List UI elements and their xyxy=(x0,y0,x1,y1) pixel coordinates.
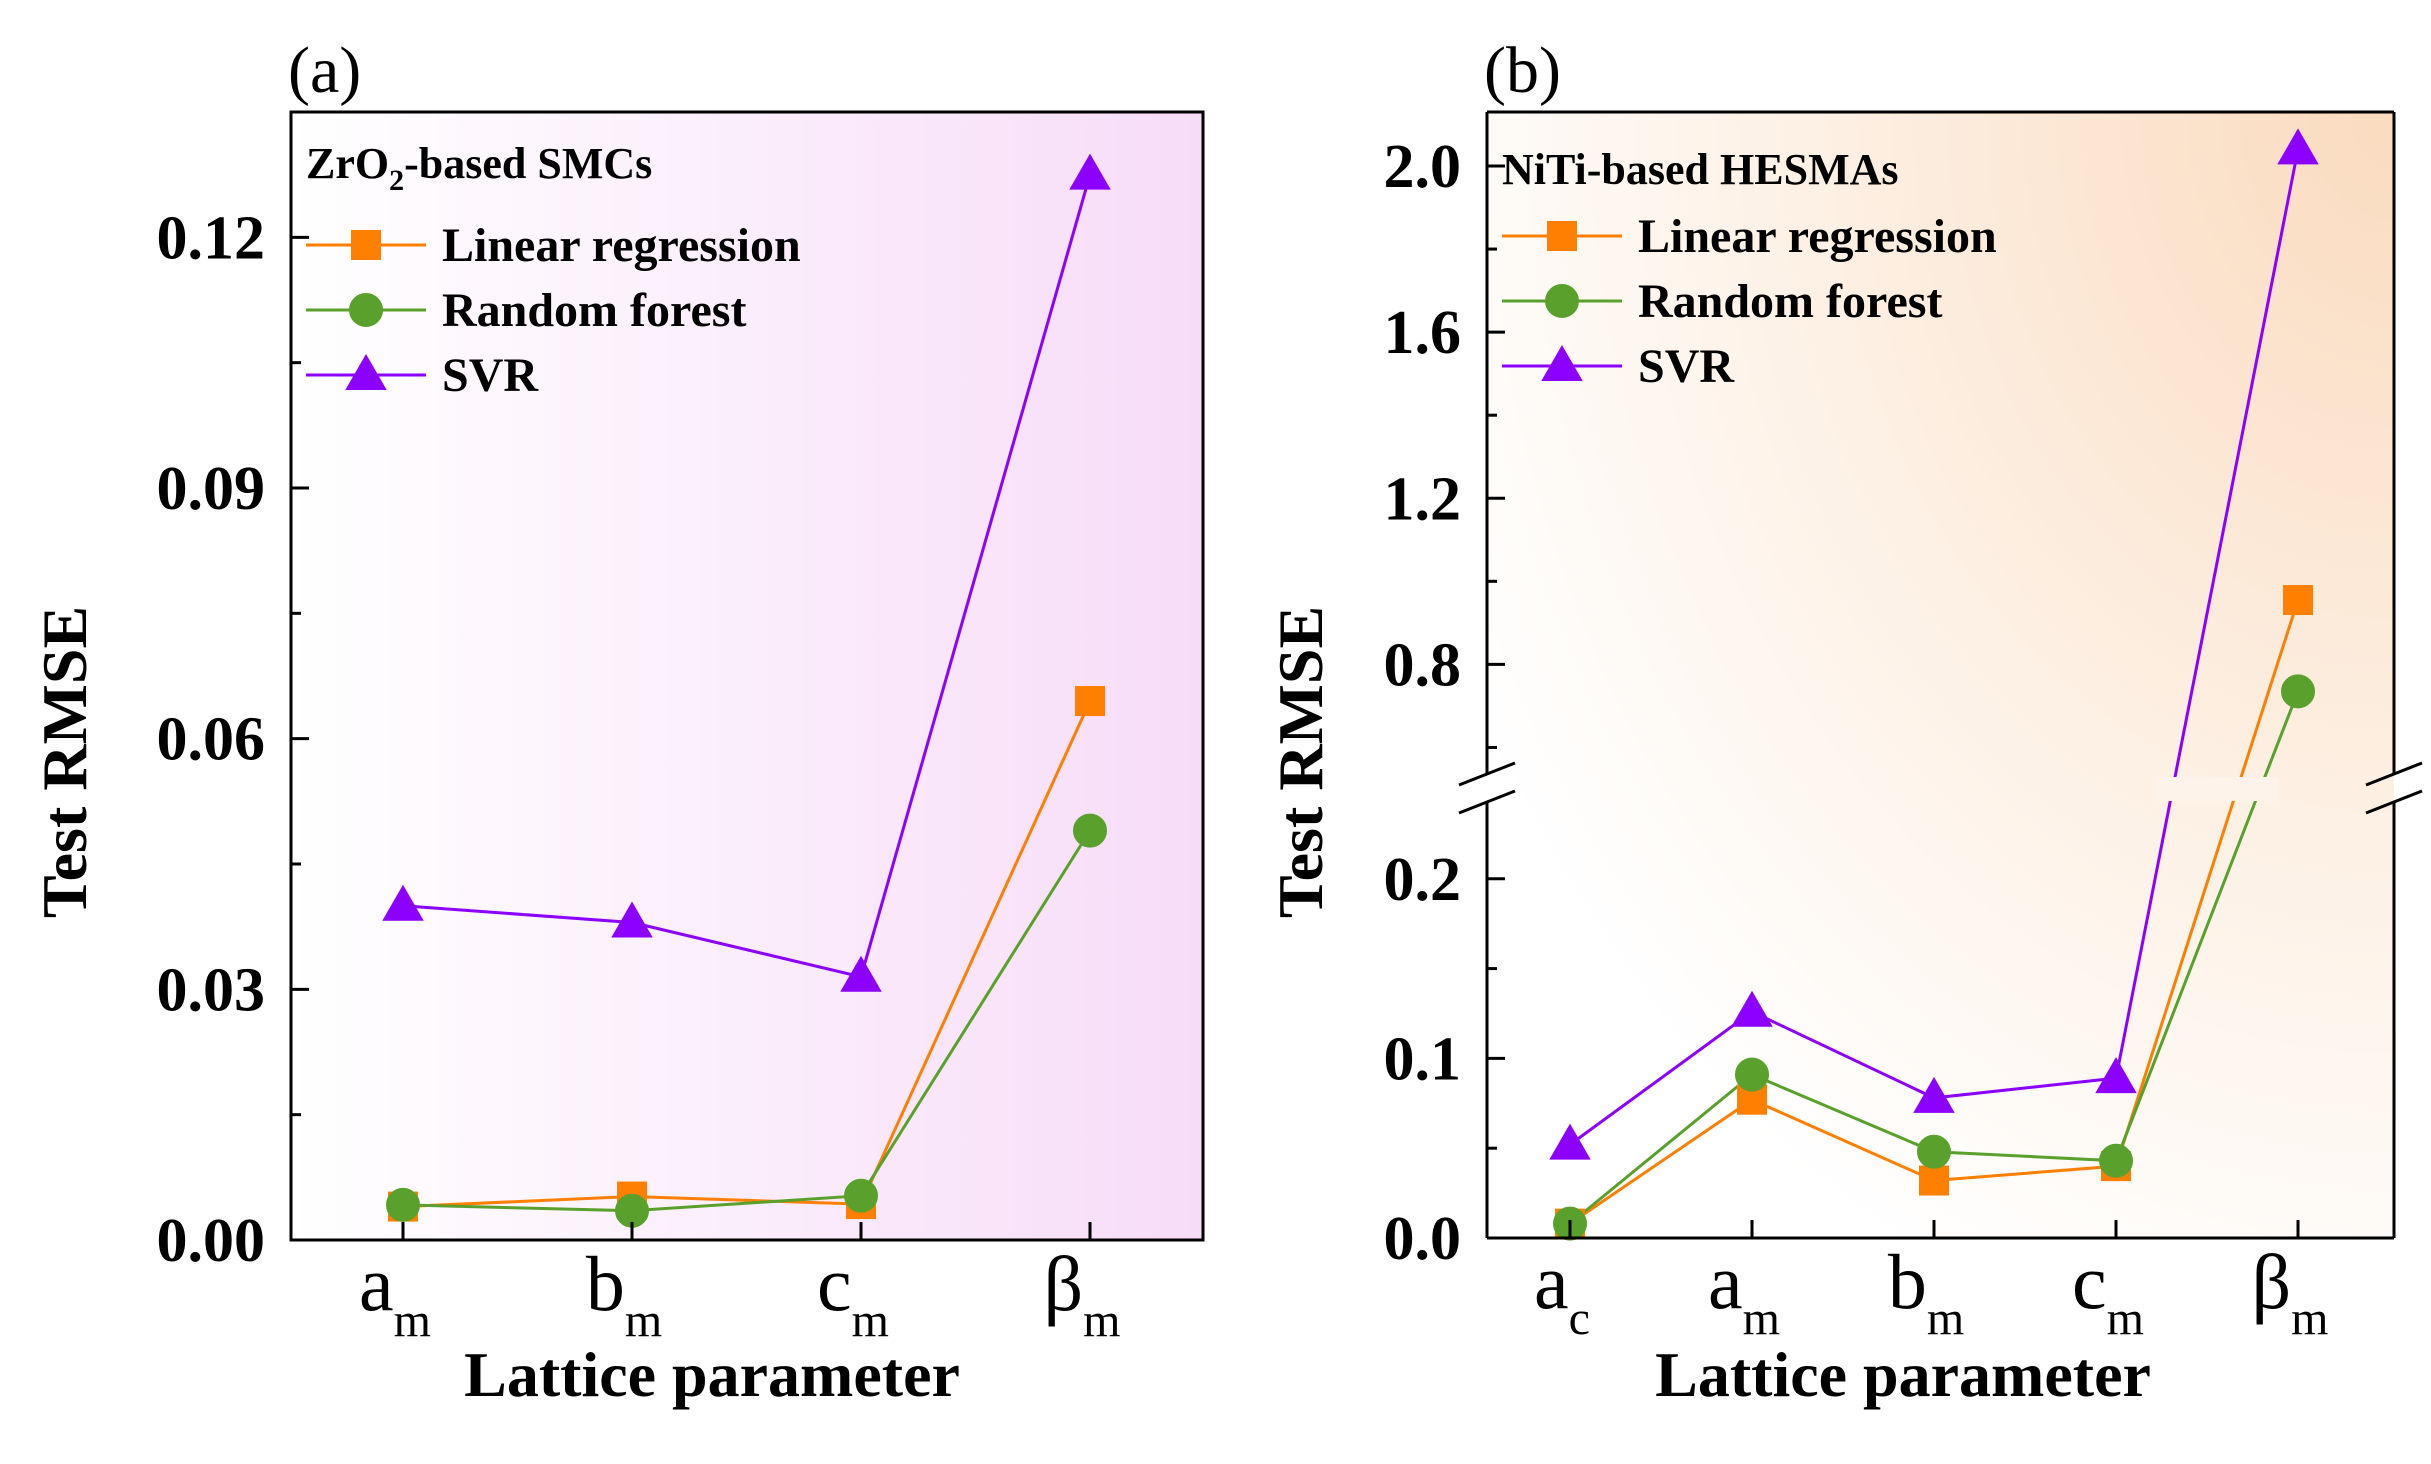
legend-label-a-2: SVR xyxy=(442,349,539,402)
y-tick-label-a-2: 0.06 xyxy=(157,706,266,774)
y-tick-label-a-3: 0.09 xyxy=(157,455,266,523)
x-tick-label-a-1: bm xyxy=(586,1240,662,1347)
data-point-a-1-1 xyxy=(615,1193,649,1228)
legend-title-b: NiTi-based HESMAs xyxy=(1502,145,1899,194)
y-tick-label-b-lower-2: 0.2 xyxy=(1384,846,1462,914)
legend-label-b-1: Random forest xyxy=(1638,275,1942,328)
legend-a: ZrO2-based SMCs Linear regression Random … xyxy=(306,139,801,402)
data-point-b-2-0 xyxy=(1549,1123,1591,1160)
x-tick-label-b-1: am xyxy=(1708,1238,1780,1345)
y-axis-title-b: Test RMSE xyxy=(1265,606,1336,918)
y-tick-label-b-upper-3: 2.0 xyxy=(1384,133,1462,201)
x-tick-label-a-3: βm xyxy=(1043,1240,1120,1347)
data-point-b-2-3 xyxy=(2095,1057,2137,1094)
x-tick-label-b-2: bm xyxy=(1888,1238,1964,1345)
data-point-b-1-2 xyxy=(1917,1134,1951,1169)
data-point-a-0-3 xyxy=(1075,686,1105,717)
break-mark-lower-1 xyxy=(2365,789,2423,815)
panel-b: 0.0 0.1 0.2 0.8 1.2 1.6 2.0 ac am bm cm βm (b) NiTi… xyxy=(1265,34,2423,1410)
y-tick-label-b-lower-0: 0.0 xyxy=(1384,1205,1462,1273)
plot-frame-a xyxy=(289,110,1205,1242)
legend-label-a-0: Linear regression xyxy=(442,219,801,272)
legend-marker-b-2 xyxy=(1541,344,1583,381)
data-point-a-2-1 xyxy=(611,901,653,938)
data-point-b-1-1 xyxy=(1735,1057,1769,1092)
data-point-a-1-2 xyxy=(844,1178,878,1213)
x-axis-title-a: Lattice parameter xyxy=(464,1339,960,1410)
data-point-a-2-0 xyxy=(382,884,424,921)
break-mark-lower-0 xyxy=(1458,789,1516,815)
series-line-a-2 xyxy=(402,174,1092,979)
series-line-a-1 xyxy=(402,829,1092,1213)
y-tick-label-a-4: 0.12 xyxy=(157,204,266,272)
y-tick-label-b-upper-1: 1.2 xyxy=(1384,465,1462,533)
data-point-a-1-0 xyxy=(386,1187,420,1222)
plot-background-a xyxy=(291,112,1203,1240)
x-tick-label-b-4: βm xyxy=(2251,1238,2328,1345)
data-point-a-2-3 xyxy=(1069,153,1111,190)
y-axis-title-a: Test RMSE xyxy=(29,606,100,918)
data-point-b-0-4 xyxy=(2283,585,2313,616)
legend-label-a-1: Random forest xyxy=(442,284,746,337)
legend-b: NiTi-based HESMAs Linear regression Rando… xyxy=(1502,145,1997,393)
plot-background-b xyxy=(1487,112,2394,1238)
data-point-b-1-4 xyxy=(2281,674,2315,709)
legend-label-b-2: SVR xyxy=(1638,340,1735,393)
y-tick-label-a-0: 0.00 xyxy=(157,1207,266,1275)
data-point-a-1-3 xyxy=(1073,813,1107,848)
x-tick-label-a-2: cm xyxy=(817,1240,889,1347)
data-point-b-0-2 xyxy=(1919,1165,1949,1196)
data-point-b-2-4 xyxy=(2277,128,2319,165)
legend-title-a: ZrO2-based SMCs xyxy=(306,139,652,197)
data-point-a-2-2 xyxy=(840,955,882,992)
series-line-a-0 xyxy=(402,700,1092,1209)
data-point-b-1-3 xyxy=(2099,1143,2133,1178)
panel-label-b: (b) xyxy=(1484,34,1561,107)
y-tick-label-b-lower-1: 0.1 xyxy=(1384,1025,1462,1093)
y-tick-label-b-upper-0: 0.8 xyxy=(1384,631,1462,699)
legend-marker-a-0 xyxy=(351,230,381,260)
panel-a: 0.00 0.03 0.06 0.09 0.12 am bm cm βm (a) ZrO2-ba… xyxy=(29,34,1205,1410)
y-tick-label-a-1: 0.03 xyxy=(157,956,266,1024)
break-gap-band xyxy=(2156,777,2278,801)
break-mark-upper-0 xyxy=(1458,761,1516,787)
break-mark-upper-1 xyxy=(2365,761,2423,787)
data-point-b-2-2 xyxy=(1913,1076,1955,1113)
legend-marker-b-0 xyxy=(1547,221,1577,251)
x-tick-label-b-0: ac xyxy=(1534,1238,1590,1345)
legend-marker-b-1 xyxy=(1545,284,1579,318)
legend-marker-a-2 xyxy=(345,353,387,390)
panel-label-a: (a) xyxy=(288,34,361,107)
data-point-b-2-1 xyxy=(1731,990,1773,1027)
x-tick-label-a-0: am xyxy=(359,1240,431,1347)
legend-marker-a-1 xyxy=(349,293,383,327)
x-tick-label-b-3: cm xyxy=(2072,1238,2144,1345)
x-axis-title-b: Lattice parameter xyxy=(1655,1339,2151,1410)
legend-label-b-0: Linear regression xyxy=(1638,210,1997,263)
y-tick-label-b-upper-2: 1.6 xyxy=(1384,299,1462,367)
